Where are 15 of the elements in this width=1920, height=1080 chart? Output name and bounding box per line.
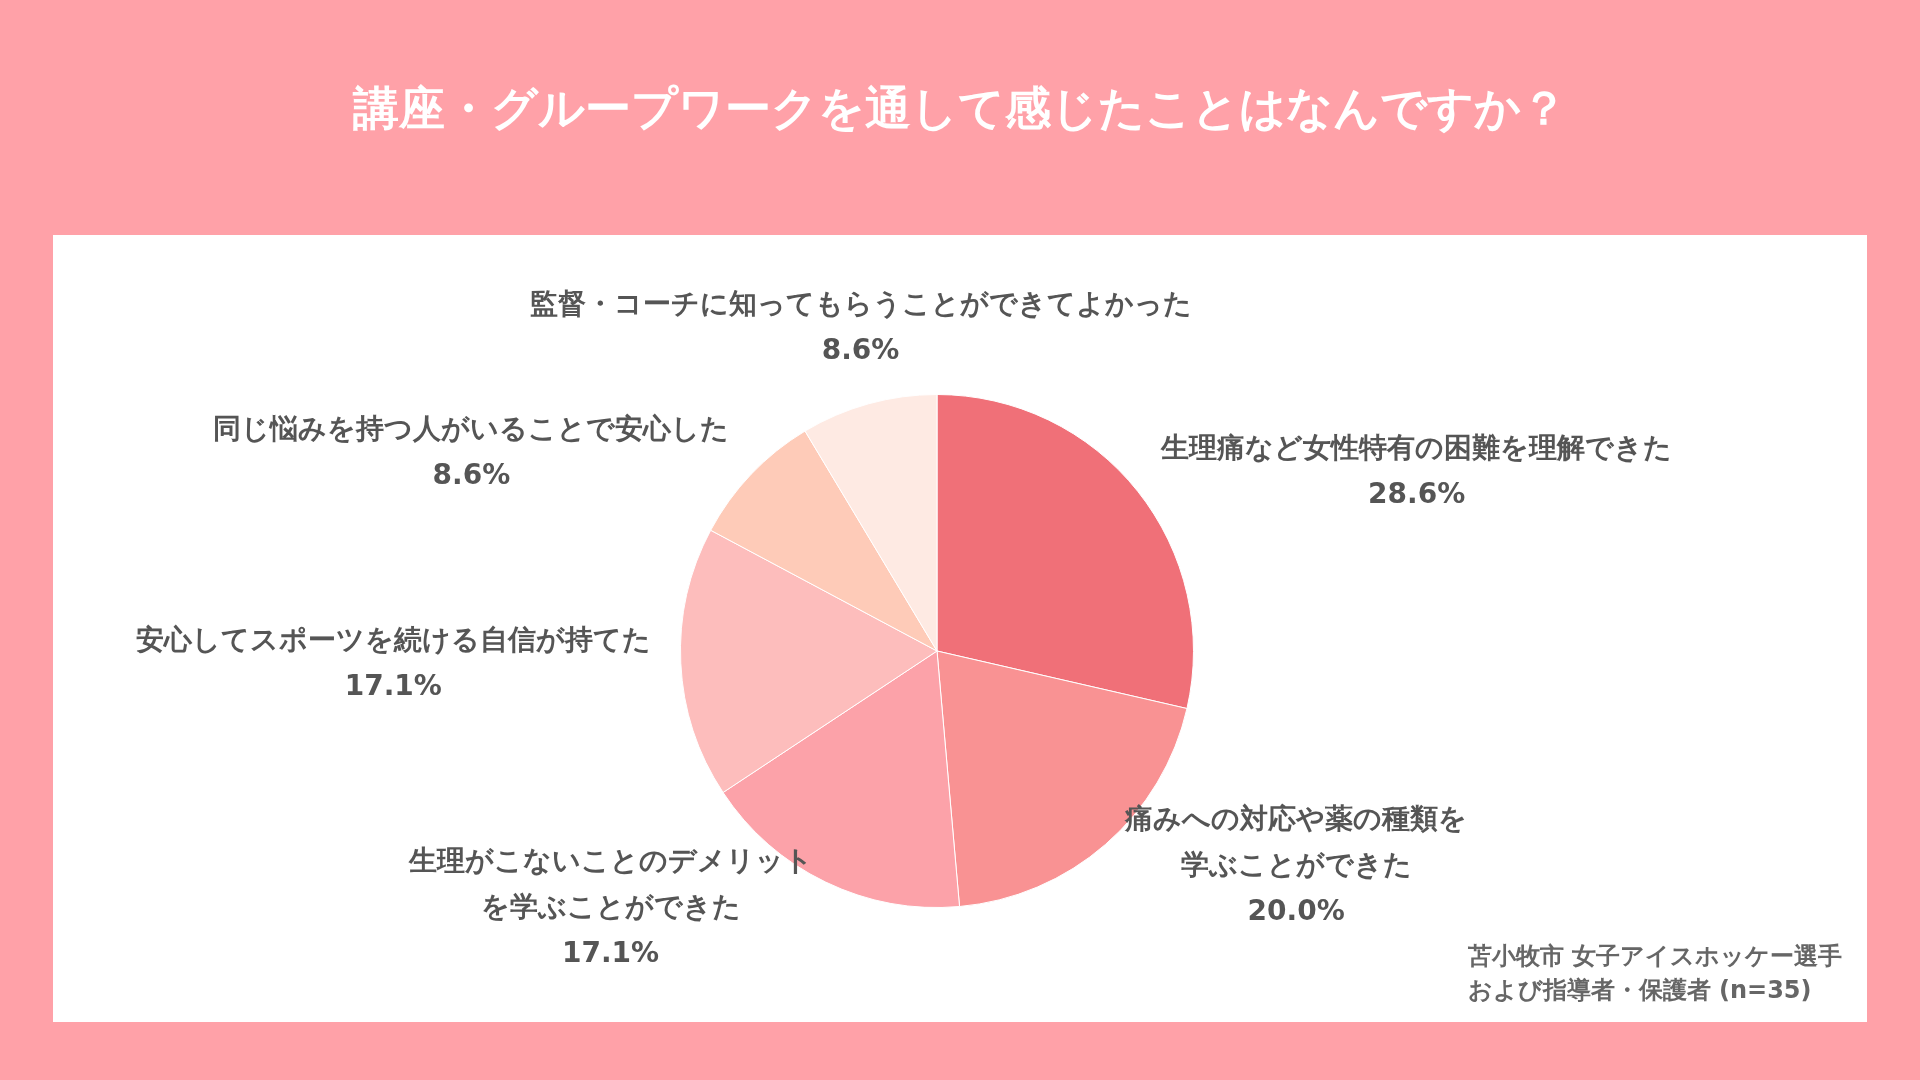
text: 苫小牧市 女子アイスホッケー選手 bbox=[1467, 942, 1842, 970]
text: および指導者・保護者 (n=35) bbox=[1467, 975, 1812, 1004]
slice-label: 同じ悩みを持つ人がいることで安心した bbox=[213, 411, 730, 445]
chart-title: 講座・グループワークを通して感じたことはなんですか？ bbox=[351, 80, 1568, 137]
slice-label: 監督・コーチに知ってもらうことができてよかった bbox=[529, 287, 1192, 321]
data-label: 17.1% bbox=[562, 936, 660, 970]
slice-label: 安心してスポーツを続ける自信が持てた bbox=[135, 622, 651, 656]
data-label: 8.6% bbox=[821, 333, 900, 367]
data-label: 20.0% bbox=[1247, 894, 1345, 928]
slice-label: 痛みへの対応や薬の種類を学ぶことができた bbox=[1124, 802, 1468, 882]
slice-label: 生理がこないことのデメリットを学ぶことができた bbox=[407, 844, 813, 924]
slice-label: 生理痛など女性特有の困難を理解できた bbox=[1160, 430, 1673, 464]
data-label: 8.6% bbox=[432, 457, 511, 491]
data-label: 28.6% bbox=[1368, 476, 1466, 510]
data-label: 17.1% bbox=[344, 668, 442, 702]
